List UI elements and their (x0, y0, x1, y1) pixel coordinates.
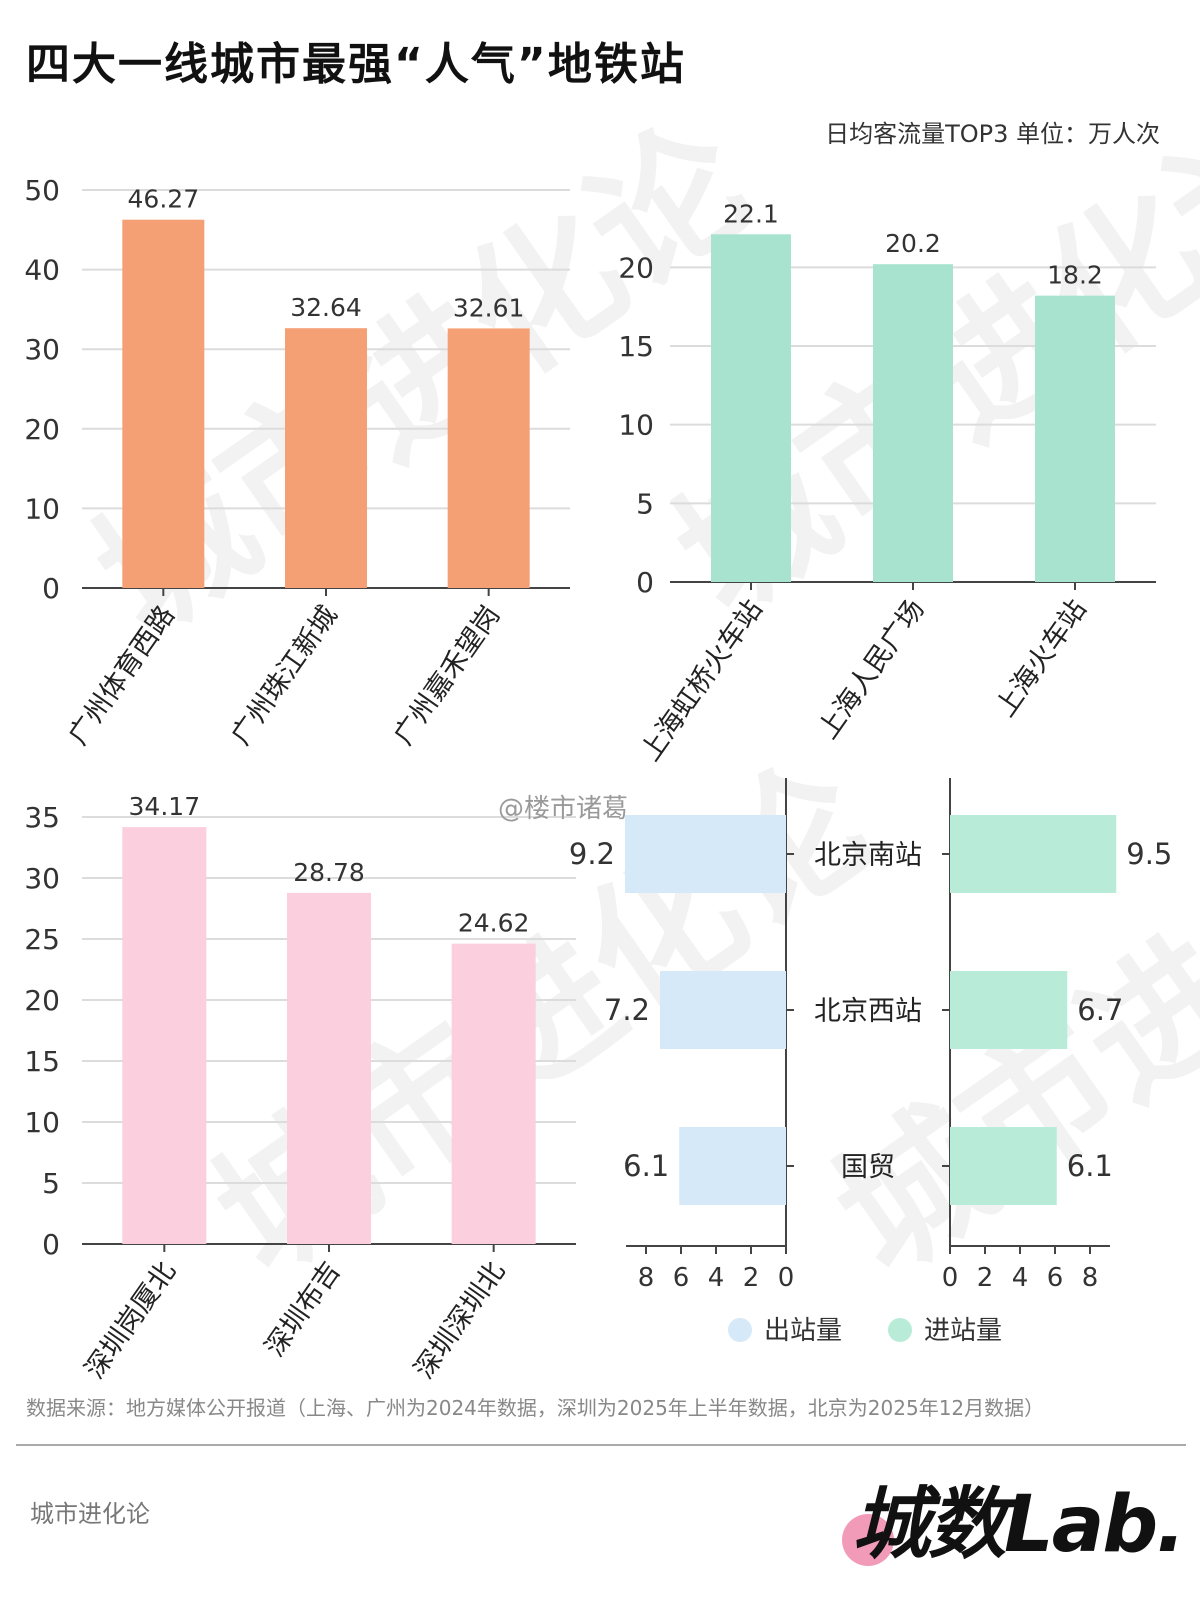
category-label: 北京西站 (814, 996, 922, 1027)
y-tick-label: 25 (24, 923, 60, 956)
entry-bar (950, 815, 1117, 893)
footer-divider (16, 1444, 1186, 1446)
data-label: 34.17 (129, 792, 201, 821)
y-tick-label: 15 (24, 1045, 60, 1078)
entry-bar (950, 1127, 1057, 1205)
guangzhou-bar-chart: 0 10 20 30 40 50 46.27 广州体育西路 32.64 广州珠江新城 32.61 广州… (24, 174, 570, 751)
exit-data-label: 7.2 (604, 993, 650, 1027)
bar (287, 892, 371, 1244)
y-tick-label: 10 (24, 1106, 60, 1139)
x-tick-label: 8 (638, 1263, 655, 1293)
data-label: 24.62 (458, 909, 530, 938)
bar (873, 264, 953, 582)
exit-bar (625, 815, 786, 893)
shanghai-bar-chart: 0 5 10 15 20 22.1 上海虹桥火车站 20.2 上海人民广场 18.2 上海火车站 (618, 199, 1156, 767)
y-tick-label: 20 (24, 413, 60, 446)
x-tick-label: 6 (673, 1263, 690, 1293)
y-tick-label: 10 (24, 492, 60, 525)
chart-subtitle: 日均客流量TOP3 单位：万人次 (825, 120, 1160, 148)
legend-swatch-entry (888, 1318, 912, 1342)
brand-logo: 城数Lab. (842, 1462, 1186, 1570)
y-tick-label: 0 (42, 1228, 60, 1261)
x-tick-label: 广州体育西路 (63, 600, 181, 750)
x-tick-label: 广州嘉禾望岗 (388, 600, 506, 750)
x-tick-label: 深圳布吉 (259, 1256, 346, 1362)
entry-data-label: 6.1 (1067, 1149, 1113, 1183)
bar (122, 219, 205, 588)
x-tick-label: 8 (1082, 1263, 1099, 1293)
x-tick-label: 上海人民广场 (812, 594, 930, 744)
x-tick-label: 4 (1012, 1263, 1029, 1293)
y-tick-label: 10 (618, 409, 654, 442)
y-tick-label: 0 (42, 572, 60, 605)
shenzhen-bar-chart: 0 5 10 15 20 25 30 35 34.17 深圳岗厦北 28.78 深圳布吉 24.62 深圳… (24, 792, 576, 1385)
legend-label-exit: 出站量 (764, 1316, 843, 1346)
bar (447, 328, 530, 588)
legend-item-entry: 进站量 (888, 1310, 1002, 1347)
y-tick-label: 40 (24, 254, 60, 287)
x-tick-label: 上海虹桥火车站 (635, 594, 769, 767)
y-tick-label: 35 (24, 801, 60, 834)
data-label: 32.64 (290, 293, 362, 322)
logo-text: 城数Lab. (852, 1480, 1186, 1570)
data-label: 20.2 (885, 229, 941, 258)
y-tick-label: 5 (636, 487, 654, 520)
legend-item-exit: 出站量 (728, 1310, 842, 1347)
y-tick-label: 50 (24, 174, 60, 207)
bar (122, 827, 207, 1244)
bar (711, 234, 791, 582)
y-tick-label: 30 (24, 862, 60, 895)
source-note: 数据来源：地方媒体公开报道（上海、广州为2024年数据，深圳为2025年上半年数… (26, 1396, 1045, 1420)
logo-dot (842, 1514, 894, 1566)
x-tick-label: 4 (708, 1263, 725, 1293)
exit-bar (679, 1127, 786, 1205)
data-label: 46.27 (128, 185, 200, 214)
y-tick-label: 20 (24, 984, 60, 1017)
exit-data-label: 6.1 (623, 1149, 669, 1183)
x-tick-label: 广州珠江新城 (225, 600, 343, 750)
data-label: 28.78 (293, 858, 365, 887)
x-tick-label: 2 (977, 1263, 994, 1293)
page-title: 四大一线城市最强“人气”地铁站 (26, 39, 686, 90)
y-tick-label: 5 (42, 1167, 60, 1200)
y-tick-label: 0 (636, 566, 654, 599)
x-tick-label: 0 (778, 1263, 795, 1293)
data-label: 32.61 (453, 293, 525, 322)
legend-label-entry: 进站量 (924, 1316, 1003, 1346)
footer-brand: 城市进化论 (30, 1500, 150, 1528)
bar (451, 943, 536, 1244)
x-tick-label: 2 (743, 1263, 760, 1293)
bar (285, 328, 367, 588)
y-tick-label: 30 (24, 333, 60, 366)
x-tick-label: 0 (942, 1263, 959, 1293)
exit-bar (660, 971, 786, 1049)
legend-swatch-exit (728, 1318, 752, 1342)
category-label: 北京南站 (814, 840, 922, 871)
category-label: 国贸 (841, 1152, 895, 1183)
y-tick-label: 15 (618, 330, 654, 363)
data-label: 22.1 (723, 199, 779, 228)
bar (1035, 295, 1115, 582)
entry-data-label: 6.7 (1077, 993, 1123, 1027)
exit-data-label: 9.2 (569, 837, 615, 871)
weibo-watermark: @楼市诸葛 (498, 794, 629, 824)
x-tick-label: 6 (1047, 1263, 1064, 1293)
x-tick-label: 深圳岗厦北 (79, 1256, 182, 1384)
y-tick-label: 20 (618, 251, 654, 284)
entry-bar (950, 971, 1068, 1049)
x-tick-label: 深圳深圳北 (409, 1256, 512, 1384)
data-label: 18.2 (1047, 261, 1103, 290)
x-tick-label: 上海火车站 (990, 594, 1093, 722)
entry-data-label: 9.5 (1126, 837, 1172, 871)
